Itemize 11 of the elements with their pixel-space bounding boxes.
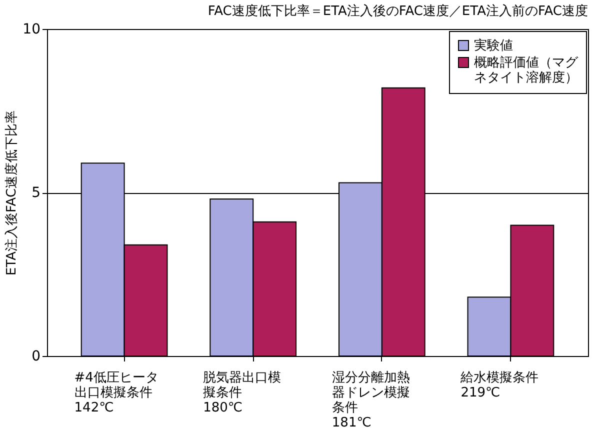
legend-label: 概略評価値（マグネタイト溶解度） [474, 56, 579, 86]
y-tick-label: 5 [32, 185, 40, 201]
y-tick-label: 10 [22, 22, 40, 38]
chart-title: FAC速度低下比率＝ETA注入後のFAC速度／ETA注入前のFAC速度 [208, 3, 588, 19]
x-tick-label: 給水模擬条件 219℃ [460, 370, 539, 400]
y-tick-label: 0 [32, 348, 40, 364]
x-tick-label: 脱気器出口模擬条件 180℃ [203, 370, 282, 416]
y-axis-title: ETA注入後FAC速度低下比率 [4, 110, 20, 276]
x-tick-label: #4低圧ヒータ出口模擬条件 142℃ [74, 370, 158, 416]
x-tick-label: 湿分分離加熱器ドレン模擬条件 181℃ [332, 370, 410, 430]
legend-label: 実験値 [474, 38, 513, 54]
